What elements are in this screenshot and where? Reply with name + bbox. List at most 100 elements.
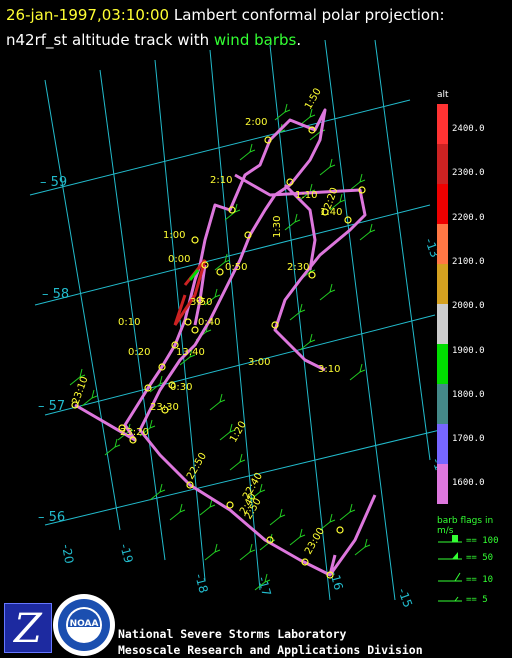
time-label: 3:10 — [318, 364, 340, 375]
lon-line — [209, 49, 261, 591]
track-point — [244, 231, 252, 239]
time-label: 22:50 — [185, 451, 209, 481]
track-point — [184, 318, 192, 326]
legend-level-label: 1800.0 — [452, 389, 485, 400]
wind-barb — [289, 303, 306, 321]
track-point — [191, 326, 199, 334]
track-point — [186, 481, 194, 489]
time-label: 1:30 — [272, 216, 283, 238]
legend-swatch — [437, 304, 448, 344]
barb-key-label: == 50 — [466, 553, 494, 563]
wind-barb — [69, 368, 86, 386]
legend-swatch — [437, 224, 448, 264]
barb-key-title: barb flags in m/s — [437, 516, 494, 536]
track-point — [158, 363, 166, 371]
time-label: 0:10 — [118, 317, 140, 328]
track-point — [196, 296, 204, 304]
legend-swatch — [437, 464, 448, 504]
wind-barb — [104, 438, 121, 456]
time-label: 1:00 — [163, 230, 185, 241]
time-label: 2:10 — [210, 175, 232, 186]
legend-level-label: 1600.0 — [452, 478, 485, 489]
lon-label: -20 — [59, 543, 76, 565]
lat-line — [34, 204, 431, 306]
legend-title: alt — [437, 90, 449, 100]
wind-barb — [214, 253, 231, 271]
track-point — [301, 558, 309, 566]
legend-swatch — [437, 104, 448, 144]
time-label: 1:50 — [303, 87, 324, 112]
lon-line — [324, 39, 396, 601]
legend-level-label: 2400.0 — [452, 124, 485, 134]
track-point — [308, 271, 316, 279]
lat-label: – 59 — [40, 175, 67, 190]
time-label: 1:10 — [295, 190, 317, 201]
lon-label: -17 — [255, 575, 274, 598]
track-segment-high — [173, 259, 207, 326]
lat-line — [44, 429, 441, 526]
track-point — [264, 136, 272, 144]
lat-label: – 57 — [38, 399, 65, 414]
barb-key — [438, 535, 462, 602]
wind-barb — [359, 223, 376, 241]
footer-line-2: Mesoscale Research and Applications Divi… — [118, 643, 423, 657]
time-label: 0:50 — [225, 262, 247, 273]
track-segment-mid — [188, 269, 200, 281]
wind-barb — [354, 538, 371, 556]
wind-barb — [289, 528, 306, 546]
wind-barb — [299, 108, 316, 126]
wind-barb — [149, 483, 166, 501]
barb-key-label: == 10 — [466, 575, 494, 585]
track-point — [118, 424, 126, 432]
lon-line — [44, 79, 121, 531]
legend-swatch — [437, 424, 448, 464]
wind-barb — [284, 213, 301, 231]
z-logo: Z — [4, 603, 52, 653]
wind-barb — [329, 193, 346, 211]
wind-barb — [224, 203, 241, 221]
wind-barb — [349, 173, 366, 191]
legend-color-bar — [437, 104, 448, 504]
wind-barb — [319, 283, 336, 301]
barb-key-label: == 100 — [466, 536, 499, 546]
lat-label: – 56 — [38, 510, 65, 525]
track-point — [144, 384, 152, 392]
barb-key-flag — [452, 552, 458, 559]
lon-line — [374, 39, 431, 461]
track-point — [266, 536, 274, 544]
legend-swatch — [437, 144, 448, 184]
track-point — [129, 436, 137, 444]
wind-barb — [339, 503, 356, 521]
lon-label: -15 — [395, 586, 415, 609]
time-label: 1:40 — [320, 207, 342, 218]
wind-barb — [269, 508, 286, 526]
barb-key-flag — [452, 535, 458, 542]
wind-barb — [349, 363, 366, 381]
time-label: 0:30 — [170, 382, 192, 393]
barb-key-flag — [454, 596, 459, 602]
track-point — [168, 381, 176, 389]
legend-level-label: 2100.0 — [452, 256, 485, 267]
wind-barb — [319, 158, 336, 176]
lat-label: – 58 — [42, 287, 69, 302]
footer: National Severe Storms Laboratory Mesosc… — [118, 626, 423, 658]
flight-track — [74, 108, 377, 577]
track-point — [161, 406, 169, 414]
time-label: 2:30 — [287, 262, 309, 273]
wind-barb — [249, 483, 266, 501]
track-point — [226, 501, 234, 509]
legend-level-label: 2200.0 — [452, 212, 485, 223]
track-point — [344, 216, 352, 224]
barb-key-label: == 5 — [466, 595, 488, 605]
wind-barb — [209, 393, 226, 411]
track-point — [191, 236, 199, 244]
track-points — [71, 126, 366, 579]
header-line-2: n42rf_st altitude track with wind barbs. — [6, 28, 506, 53]
track-point — [201, 261, 209, 269]
wind-barb — [169, 503, 186, 521]
time-label: 3:50 — [190, 297, 212, 308]
wind-barb — [299, 333, 316, 351]
footer-line-1: National Severe Storms Laboratory — [118, 627, 347, 641]
wind-barb — [239, 543, 256, 561]
legend-level-label: 1700.0 — [452, 434, 485, 445]
